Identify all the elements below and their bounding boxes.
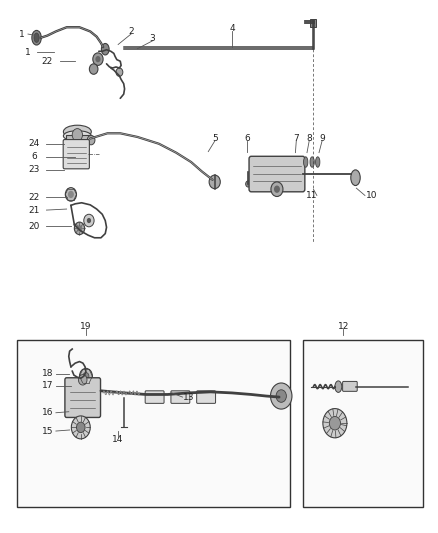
Circle shape [78, 375, 87, 385]
Circle shape [271, 182, 283, 197]
Text: 21: 21 [29, 206, 40, 215]
Text: 10: 10 [366, 191, 377, 200]
Circle shape [209, 175, 220, 189]
Text: 4: 4 [229, 25, 235, 34]
Circle shape [274, 185, 280, 193]
FancyBboxPatch shape [65, 378, 101, 417]
Text: 24: 24 [29, 139, 40, 148]
Text: 15: 15 [42, 426, 53, 435]
Circle shape [87, 218, 91, 223]
Circle shape [329, 416, 340, 430]
Text: 8: 8 [306, 134, 312, 143]
Ellipse shape [310, 157, 314, 167]
Circle shape [246, 181, 251, 187]
Text: 17: 17 [42, 381, 53, 390]
Ellipse shape [351, 170, 360, 185]
Circle shape [276, 390, 286, 402]
Bar [17, 340, 290, 507]
Circle shape [83, 373, 89, 380]
Circle shape [84, 214, 94, 227]
Circle shape [89, 64, 98, 74]
Text: 16: 16 [42, 408, 53, 417]
Circle shape [323, 409, 347, 438]
Circle shape [71, 416, 90, 439]
Circle shape [65, 188, 77, 201]
Text: 12: 12 [338, 322, 349, 331]
Text: 6: 6 [244, 134, 250, 143]
Ellipse shape [34, 33, 39, 43]
Text: 18: 18 [42, 369, 53, 378]
Text: 1: 1 [25, 48, 31, 57]
Text: 3: 3 [150, 34, 155, 43]
Text: 9: 9 [319, 134, 325, 143]
Circle shape [68, 191, 74, 198]
FancyBboxPatch shape [145, 391, 164, 403]
FancyBboxPatch shape [249, 156, 305, 192]
Text: 1: 1 [19, 29, 25, 38]
FancyBboxPatch shape [171, 391, 190, 403]
Ellipse shape [64, 131, 91, 141]
FancyBboxPatch shape [66, 135, 89, 141]
Text: 22: 22 [42, 56, 53, 66]
Circle shape [72, 128, 82, 141]
Text: 5: 5 [212, 134, 218, 143]
Circle shape [74, 222, 85, 235]
Text: 14: 14 [113, 435, 124, 445]
Text: 20: 20 [29, 222, 40, 231]
Text: 22: 22 [29, 192, 40, 201]
Text: 2: 2 [128, 27, 134, 36]
Text: 7: 7 [293, 134, 299, 143]
Text: 6: 6 [32, 152, 37, 161]
Circle shape [271, 383, 292, 409]
Bar [303, 340, 423, 507]
Circle shape [93, 53, 103, 66]
Circle shape [77, 225, 82, 231]
Ellipse shape [64, 125, 91, 138]
Circle shape [95, 56, 101, 62]
Ellipse shape [304, 157, 308, 167]
Text: 19: 19 [80, 322, 92, 331]
Ellipse shape [335, 381, 342, 392]
Circle shape [87, 135, 95, 145]
Circle shape [116, 68, 123, 76]
FancyBboxPatch shape [197, 391, 215, 403]
FancyBboxPatch shape [343, 382, 357, 391]
Ellipse shape [315, 157, 320, 167]
Circle shape [77, 422, 85, 433]
Text: 11: 11 [306, 191, 317, 200]
FancyBboxPatch shape [63, 140, 89, 169]
Text: 23: 23 [29, 165, 40, 174]
Ellipse shape [101, 44, 109, 55]
Text: 13: 13 [183, 393, 195, 401]
Circle shape [80, 368, 92, 384]
Bar [310, 19, 316, 27]
Ellipse shape [32, 30, 41, 45]
